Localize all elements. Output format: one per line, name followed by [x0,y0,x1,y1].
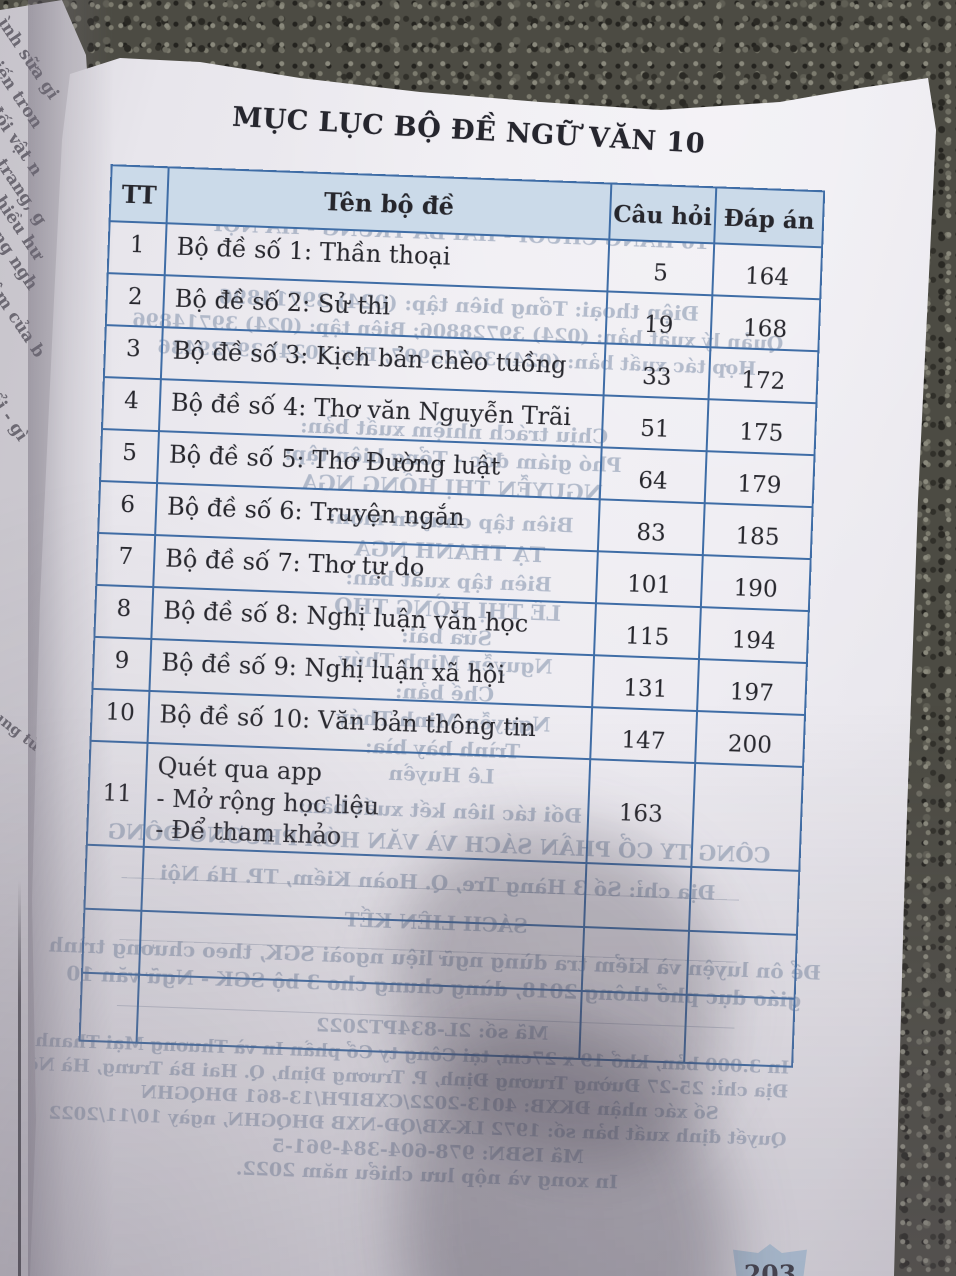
row-index [79,972,140,1043]
row-index: 5 [100,429,159,484]
row-index [84,844,144,911]
row-questions-page: 19 [605,291,713,348]
header-cell-questions: Câu hỏi [609,183,717,244]
row-questions-page [579,991,687,1063]
page-seam [18,880,21,1276]
row-answers-page [691,762,804,871]
row-index: 4 [102,377,161,432]
row-index: 8 [94,584,154,639]
row-index: 11 [86,740,148,847]
row-index: 7 [96,532,156,588]
bleedthrough-line: Mã ISBN: 978-604-384-961-5 [271,1134,585,1169]
row-index: 6 [98,480,158,536]
row-index: 9 [92,636,152,691]
row-index [82,908,142,975]
row-answers-page: 194 [698,607,809,664]
row-answers-page [689,866,800,935]
row-questions-page: 51 [601,395,709,452]
row-answers-page: 200 [695,711,806,767]
bleedthrough-line: Số xác nhận ĐKXB: 4013-2022/CXBIPH/13-86… [140,1081,719,1125]
row-index: 10 [90,688,150,743]
page-number: 203 [743,1260,797,1276]
row-title: Quét qua app - Mở rộng học liệu - Để tha… [143,742,591,864]
toc-table: TT Tên bộ đề Câu hỏi Đáp án 1 Bộ đề số 1… [79,164,826,1068]
row-answers-page: 185 [702,503,813,560]
bleedthrough-line: In xong và nộp lưu chiểu năm 2022. [235,1157,619,1194]
row-answers-page: 164 [712,243,823,300]
row-answers-page: 179 [704,451,815,508]
row-index: 3 [103,325,163,380]
header-cell-tt: TT [109,165,169,224]
row-questions-page: 5 [607,239,715,296]
row-answers-page: 168 [710,295,821,352]
row-answers-page: 197 [697,659,807,715]
row-questions-page [581,927,690,995]
row-questions-page [584,863,692,931]
row-questions-page: 163 [586,759,696,867]
header-cell-answers: Đáp án [714,187,825,248]
row-questions-page: 33 [603,343,711,400]
row-questions-page: 115 [594,603,701,660]
row-questions-page: 131 [592,655,699,712]
row-questions-page: 83 [597,499,705,556]
row-questions-page: 101 [595,551,703,608]
row-answers-page: 190 [700,555,811,612]
left-page-text-fragment: uổi - gì [0,378,32,446]
row-index: 2 [105,273,165,328]
row-answers-page [684,994,795,1067]
row-questions-page: 147 [590,707,698,763]
row-index: 1 [107,221,167,276]
row-questions-page: 64 [599,447,707,504]
bleedthrough-line: Quyết định xuất bản số: 1972 LK-XB/QĐ-NX… [48,1102,787,1151]
row-answers-page: 172 [708,347,819,404]
row-answers-page: 175 [706,399,817,456]
row-answers-page [686,930,797,999]
